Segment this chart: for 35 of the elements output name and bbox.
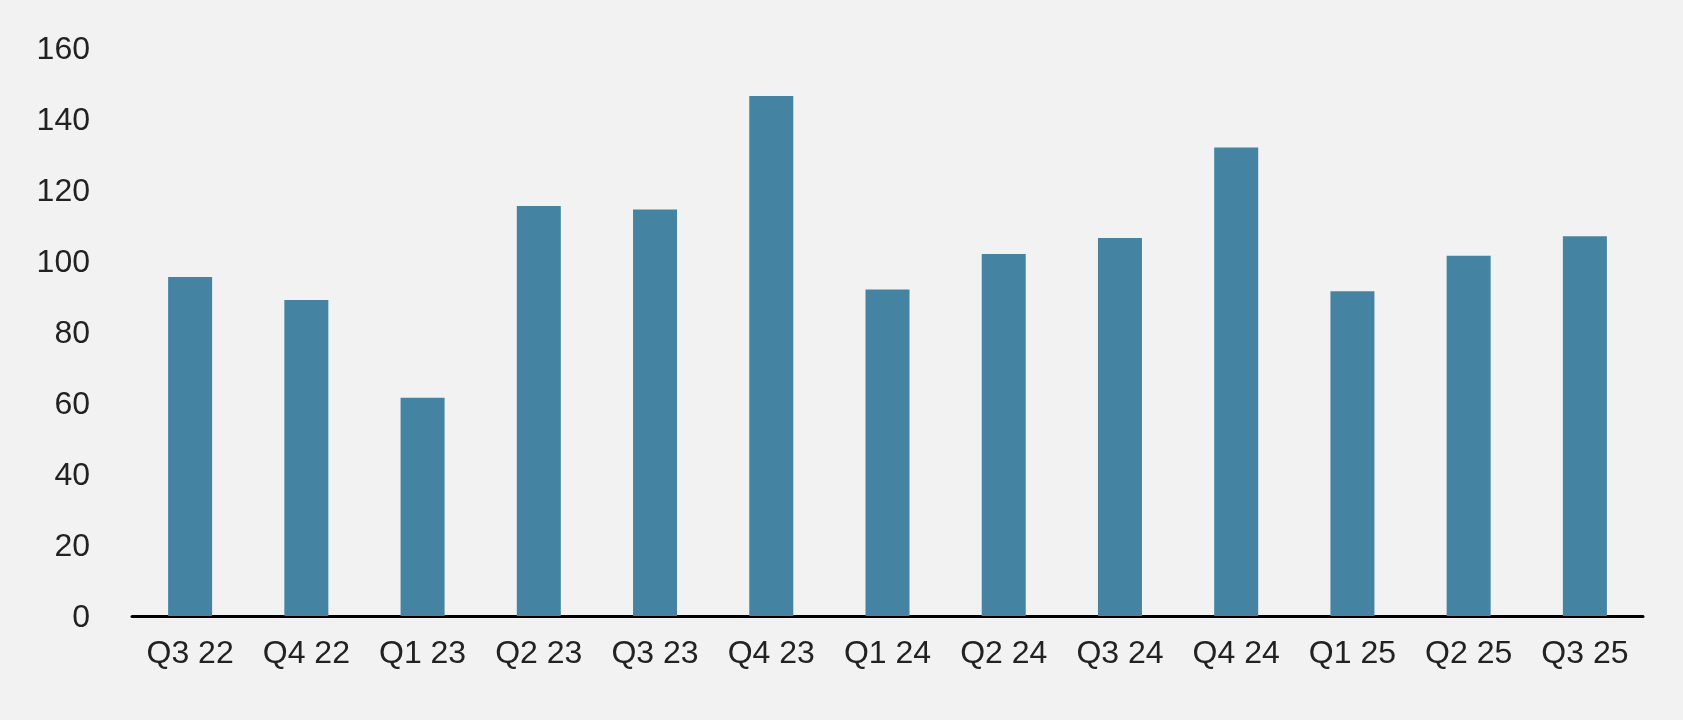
x-tick-label: Q3 23	[611, 634, 699, 670]
bar	[284, 300, 329, 616]
x-tick-label: Q1 25	[1308, 634, 1397, 670]
bar	[1097, 237, 1142, 616]
y-tick-label: 60	[54, 385, 90, 421]
bar	[168, 276, 213, 616]
bar	[749, 95, 794, 616]
y-tick-label: 80	[54, 314, 90, 350]
x-tick-label: Q2 23	[495, 634, 583, 670]
y-tick-label: 140	[36, 101, 90, 137]
bar	[1446, 255, 1491, 616]
bar	[1562, 236, 1607, 616]
bar	[400, 397, 445, 616]
bar	[865, 289, 910, 616]
x-tick-label: Q3 24	[1076, 634, 1164, 670]
y-tick-label: 120	[36, 172, 90, 208]
x-tick-label: Q4 24	[1192, 634, 1280, 670]
y-tick-label: 0	[72, 598, 90, 634]
bar	[1330, 291, 1375, 616]
x-tick-label: Q4 23	[727, 634, 815, 670]
x-tick-label: Q2 24	[960, 634, 1048, 670]
x-tick-label: Q3 22	[146, 634, 234, 670]
y-tick-label: 20	[54, 527, 90, 563]
x-tick-label: Q3 25	[1541, 634, 1629, 670]
bar	[633, 209, 678, 616]
bar	[981, 253, 1026, 616]
bar	[516, 205, 561, 616]
x-tick-label: Q4 22	[262, 634, 350, 670]
x-tick-label: Q1 23	[378, 634, 467, 670]
y-tick-label: 40	[54, 456, 90, 492]
y-tick-label: 160	[36, 30, 90, 66]
x-tick-label: Q1 24	[843, 634, 932, 670]
y-tick-label: 100	[36, 243, 90, 279]
x-tick-label: Q2 25	[1425, 634, 1513, 670]
bar	[1214, 147, 1259, 616]
